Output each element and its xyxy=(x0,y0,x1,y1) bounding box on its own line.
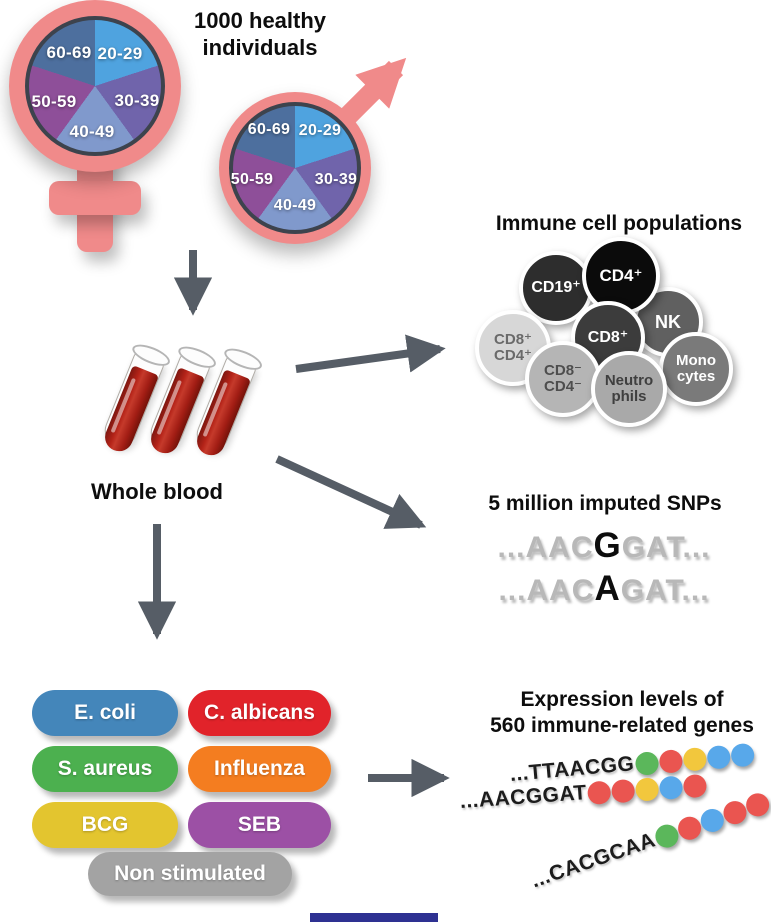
male-age-label-30-39: 30-39 xyxy=(314,171,358,188)
arrow-blood-to-cells-icon xyxy=(295,334,446,373)
stimulus-bcg: BCG xyxy=(32,802,178,848)
cell-label: Neutro xyxy=(604,372,654,390)
cell-label: Mono xyxy=(676,352,716,370)
expression-dot xyxy=(729,742,755,768)
female-symbol-cross-horizontal xyxy=(49,181,141,215)
stimulus-label: Influenza xyxy=(213,757,305,780)
stimulus-seb: SEB xyxy=(188,802,331,848)
cell-cd8neg-cd4neg: CD8⁻ CD4⁻ xyxy=(525,341,601,417)
cell-label: CD19⁺ xyxy=(531,278,581,296)
snp-seq1-pre: ...AAC xyxy=(497,531,594,564)
stimulus-label: E. coli xyxy=(74,701,136,724)
cell-label: NK xyxy=(655,311,681,332)
male-age-label-60-69: 60-69 xyxy=(247,121,291,138)
cell-label: CD8⁺ xyxy=(587,328,629,346)
cell-label: CD4⁺ xyxy=(599,266,643,286)
expression-dot xyxy=(634,776,660,802)
cell-label-line2: phils xyxy=(611,388,647,405)
expression-dot xyxy=(674,813,704,843)
whole-blood-label: Whole blood xyxy=(91,479,223,504)
stimulus-label: SEB xyxy=(237,813,282,836)
expression-dot xyxy=(720,797,750,827)
cell-neutrophils: Neutro phils xyxy=(591,351,667,427)
stimulus-label: Non stimulated xyxy=(114,862,266,885)
female-age-label-60-69: 60-69 xyxy=(46,43,92,62)
snp-seq2-allele: A xyxy=(594,569,621,608)
female-age-pie-chart xyxy=(25,16,165,156)
cell-label-line2: cytes xyxy=(676,368,716,385)
expression-title: Expression levels of 560 immune-related … xyxy=(442,687,771,738)
expression-dot xyxy=(610,778,636,803)
stimulus-non-stimulated: Non stimulated xyxy=(88,852,292,896)
expression-dot xyxy=(742,789,771,820)
female-age-label-50-59: 50-59 xyxy=(31,92,77,111)
cohort-title-line1: 1000 healthy xyxy=(193,8,327,33)
stimulus-label: S. aureus xyxy=(57,757,153,780)
snp-seq2-post: GAT... xyxy=(620,574,710,607)
snp-seq2-pre: ...AAC xyxy=(498,574,595,607)
cohort-title-line2: individuals xyxy=(202,34,318,60)
stimulus-calbicans: C. albicans xyxy=(188,690,331,736)
snps-title: 5 million imputed SNPs xyxy=(488,492,722,515)
cell-label: CD8⁺ xyxy=(494,331,532,349)
stimulus-saureus: S. aureus xyxy=(32,746,178,792)
expression-seq-3: ...CACGCAA xyxy=(528,828,659,893)
expression-dot xyxy=(586,779,612,805)
female-age-label-30-39: 30-39 xyxy=(114,91,160,110)
male-age-label-20-29: 20-29 xyxy=(298,122,342,139)
expression-dot xyxy=(682,746,708,772)
bottom-banner-bar xyxy=(310,913,438,922)
cell-label-line2: CD4⁻ xyxy=(544,378,582,395)
female-age-label-40-49: 40-49 xyxy=(69,122,115,141)
expression-dot xyxy=(634,750,660,776)
snp-sequence-1: ...AACGGAT... xyxy=(454,526,754,566)
stimulus-influenza: Influenza xyxy=(188,746,331,792)
arrow-blood-to-snps-icon xyxy=(275,455,427,529)
expression-dot xyxy=(697,805,727,835)
snp-sequence-2: ...AACAGAT... xyxy=(454,569,754,609)
expression-seq-2: ...AACGGAT xyxy=(459,781,588,813)
cell-monocytes: Mono cytes xyxy=(659,332,733,406)
stimulus-ecoli: E. coli xyxy=(32,690,178,736)
male-age-label-40-49: 40-49 xyxy=(273,197,317,214)
immune-populations-title: Immune cell populations xyxy=(495,212,743,235)
expression-dot xyxy=(682,773,708,798)
cohort-title: 1000 healthy individuals xyxy=(150,8,370,62)
expression-dot xyxy=(706,744,731,770)
expression-dot xyxy=(658,748,684,774)
expression-title-line1: Expression levels of xyxy=(520,688,724,711)
stimulus-label: BCG xyxy=(81,813,129,836)
snp-seq1-allele: G xyxy=(593,526,622,565)
stimulus-label: C. albicans xyxy=(204,701,315,724)
expression-title-line2: 560 immune-related genes xyxy=(490,713,754,737)
male-age-label-50-59: 50-59 xyxy=(230,171,274,188)
cell-label-line2: CD4⁺ xyxy=(494,347,532,364)
snp-seq1-post: GAT... xyxy=(621,531,711,564)
female-age-label-20-29: 20-29 xyxy=(97,44,143,63)
expression-dot xyxy=(658,774,684,800)
cell-label: CD8⁻ xyxy=(544,362,582,380)
